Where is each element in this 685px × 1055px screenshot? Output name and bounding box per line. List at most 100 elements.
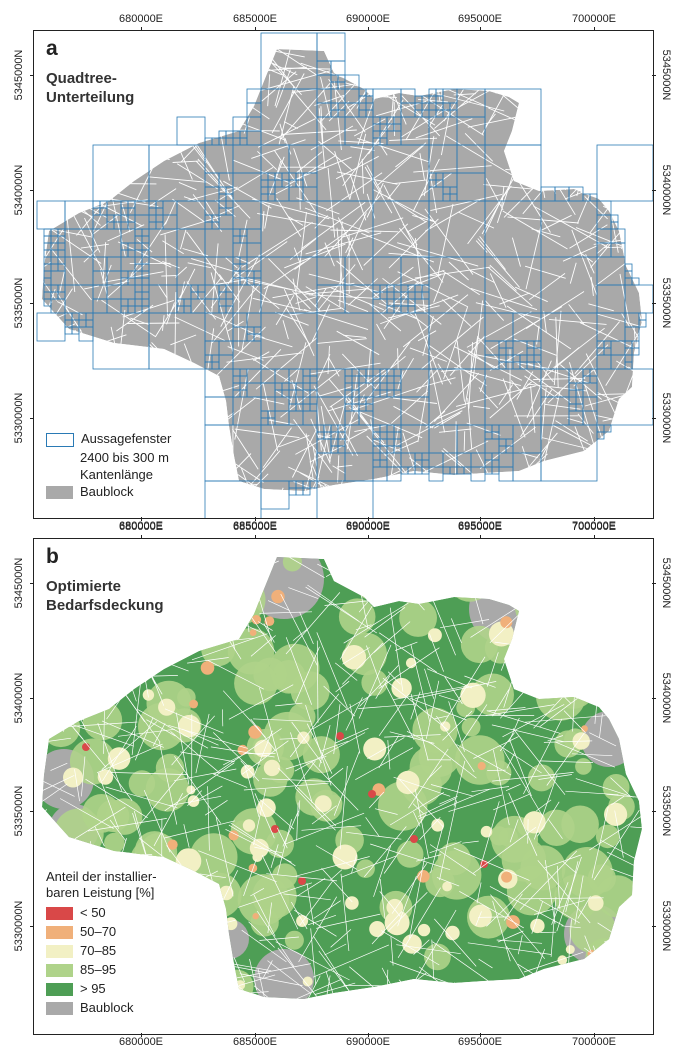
- x-tick-mark: [141, 517, 142, 521]
- legend-class-label: < 50: [80, 905, 106, 920]
- legend-title-line1: Anteil der installier-: [46, 869, 157, 884]
- x-tick-label: 690000E: [345, 520, 391, 532]
- x-tick-mark: [255, 1033, 256, 1037]
- x-tick-label: 685000E: [232, 521, 278, 533]
- x-tick-label: 695000E: [457, 520, 503, 532]
- legend-class-swatch: [46, 983, 73, 996]
- panel-b-title-line2: Bedarfsdeckung: [46, 597, 164, 614]
- x-tick-label: 680000E: [118, 521, 164, 533]
- quadtree-map-canvas: [36, 32, 653, 518]
- x-tick-mark: [594, 535, 595, 539]
- panel-b-coverage-map: b Optimierte Bedarfsdeckung Anteil der i…: [33, 538, 654, 1035]
- x-tick-label: 685000E: [232, 13, 278, 25]
- y-tick-label: 5340000N: [13, 672, 25, 724]
- legend-b-block-row: Baublock: [46, 1000, 157, 1019]
- x-tick-mark: [368, 1033, 369, 1037]
- x-tick-label: 685000E: [232, 520, 278, 532]
- x-tick-mark: [255, 535, 256, 539]
- y-tick-mark: [652, 75, 656, 76]
- quadtree-window-swatch: [46, 433, 74, 447]
- legend-class-row: 70–85: [46, 943, 157, 962]
- x-tick-mark: [368, 535, 369, 539]
- panel-b-legend: Anteil der installier- baren Leistung [%…: [46, 869, 157, 1019]
- x-tick-label: 690000E: [345, 1036, 391, 1048]
- panel-a-title-line2: Unterteilung: [46, 89, 135, 106]
- legend-class-label: 70–85: [80, 943, 117, 958]
- x-tick-label: 680000E: [118, 1036, 164, 1048]
- y-tick-label: 5345000N: [660, 557, 672, 609]
- x-tick-mark: [141, 535, 142, 539]
- x-tick-mark: [594, 517, 595, 521]
- y-tick-label: 5330000N: [660, 900, 672, 952]
- x-tick-label: 690000E: [345, 13, 391, 25]
- y-tick-label: 5340000N: [660, 672, 672, 724]
- y-tick-label: 5345000N: [13, 557, 25, 609]
- legend-window-row-2: 2400 bis 300 m: [46, 450, 171, 467]
- x-tick-mark: [141, 1033, 142, 1037]
- x-tick-label: 680000E: [118, 520, 164, 532]
- legend-class-label: > 95: [80, 981, 106, 996]
- legend-title-line2: baren Leistung [%]: [46, 885, 155, 900]
- legend-class-label: 50–70: [80, 924, 117, 939]
- y-tick-label: 5345000N: [660, 49, 672, 101]
- y-tick-mark: [30, 418, 34, 419]
- legend-class-swatch: [46, 926, 73, 939]
- y-tick-mark: [30, 811, 34, 812]
- y-tick-mark: [652, 303, 656, 304]
- baublock-area: [42, 557, 642, 999]
- x-tick-label: 690000E: [345, 521, 391, 533]
- legend-window-label-2: 2400 bis 300 m: [80, 450, 169, 465]
- legend-class-swatch: [46, 964, 73, 977]
- panel-b-letter: b: [46, 545, 59, 568]
- legend-b-block-label: Baublock: [80, 1000, 134, 1015]
- x-tick-mark: [255, 27, 256, 31]
- legend-window-row-3: Kantenlänge: [46, 467, 171, 484]
- baublock-swatch-b: [46, 1002, 73, 1015]
- y-tick-mark: [652, 811, 656, 812]
- legend-window-label-1: Aussagefenster: [81, 431, 172, 446]
- y-tick-mark: [30, 698, 34, 699]
- y-tick-label: 5335000N: [13, 785, 25, 837]
- y-tick-mark: [652, 926, 656, 927]
- x-tick-mark: [594, 1033, 595, 1037]
- x-tick-mark: [480, 535, 481, 539]
- y-tick-mark: [652, 698, 656, 699]
- y-tick-label: 5335000N: [660, 277, 672, 329]
- x-tick-label: 695000E: [457, 521, 503, 533]
- quadtree-grid: [36, 32, 653, 518]
- y-tick-label: 5340000N: [13, 164, 25, 216]
- legend-class-row: 85–95: [46, 962, 157, 981]
- x-tick-label: 695000E: [457, 1036, 503, 1048]
- x-tick-label: 700000E: [571, 521, 617, 533]
- y-tick-label: 5345000N: [13, 49, 25, 101]
- y-tick-label: 5330000N: [13, 900, 25, 952]
- x-tick-mark: [480, 517, 481, 521]
- x-tick-mark: [480, 27, 481, 31]
- panel-a-title-line1: Quadtree-: [46, 70, 117, 87]
- x-tick-mark: [141, 27, 142, 31]
- y-tick-label: 5335000N: [13, 277, 25, 329]
- x-tick-label: 700000E: [571, 520, 617, 532]
- y-tick-mark: [652, 418, 656, 419]
- x-tick-mark: [480, 1033, 481, 1037]
- x-tick-mark: [368, 27, 369, 31]
- y-tick-mark: [652, 583, 656, 584]
- x-tick-label: 680000E: [118, 13, 164, 25]
- x-tick-mark: [368, 517, 369, 521]
- panel-a-letter: a: [46, 37, 58, 60]
- y-tick-label: 5330000N: [13, 392, 25, 444]
- y-tick-label: 5330000N: [660, 392, 672, 444]
- legend-class-label: 85–95: [80, 962, 117, 977]
- panel-a-quadtree-map: a Quadtree- Unterteilung Aussagefenster …: [33, 30, 654, 519]
- x-tick-label: 695000E: [457, 13, 503, 25]
- legend-block-row: Baublock: [46, 484, 171, 503]
- panel-b-title-line1: Optimierte: [46, 578, 122, 595]
- legend-classes: < 50 50–70 70–85 85–95 > 95: [46, 905, 157, 1000]
- x-tick-mark: [594, 27, 595, 31]
- legend-window-label-3: Kantenlänge: [80, 467, 154, 482]
- y-tick-label: 5335000N: [660, 785, 672, 837]
- y-tick-label: 5340000N: [660, 164, 672, 216]
- y-tick-mark: [30, 190, 34, 191]
- y-tick-mark: [30, 583, 34, 584]
- coverage-map-canvas: [42, 557, 642, 999]
